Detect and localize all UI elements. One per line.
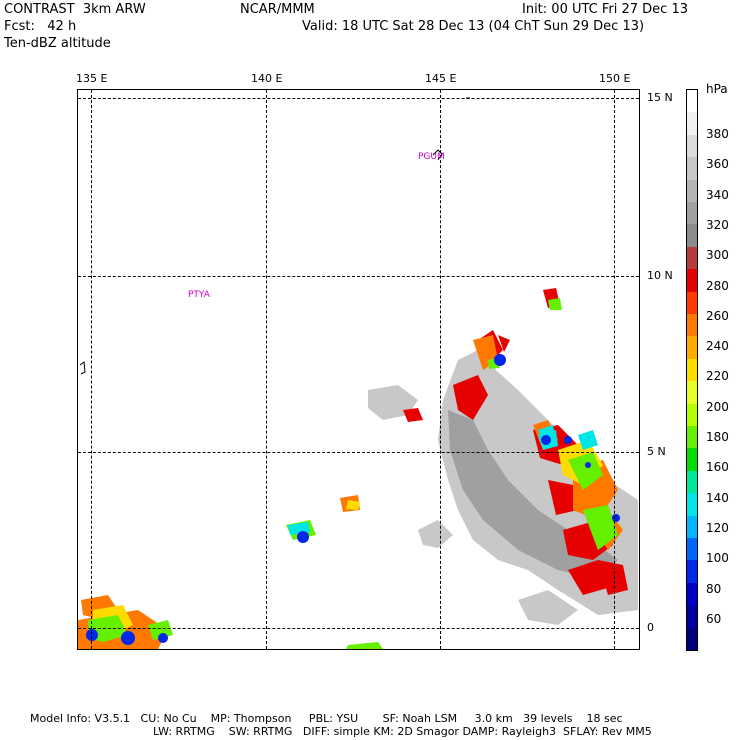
colorbar-tick-label: 160 <box>706 460 729 475</box>
valid-time: Valid: 18 UTC Sat 28 Dec 13 (04 ChT Sun … <box>302 19 645 34</box>
colorbar-tick-label: 320 <box>706 217 729 232</box>
grid-line-lat-10 <box>78 276 639 277</box>
colorbar-segment <box>687 112 697 136</box>
colorbar-segment <box>687 179 697 203</box>
grid-line-lat-5 <box>78 452 639 453</box>
lon-label-135: 135 E <box>76 72 108 85</box>
lat-label-5n: 5 N <box>647 445 666 458</box>
field-name: Ten-dBZ altitude <box>4 36 111 51</box>
colorbar-segment <box>687 381 697 405</box>
colorbar-segment <box>687 515 697 539</box>
colorbar-tick-label: 180 <box>706 430 729 444</box>
colorbar-tick-label: 300 <box>706 248 729 263</box>
grid-line-lat-0 <box>78 628 639 629</box>
colorbar-segment <box>687 605 697 629</box>
forecast-hour: Fcst: 42 h <box>4 19 77 34</box>
colorbar-tick-label: 140 <box>706 490 729 505</box>
colorbar-segment <box>687 560 697 584</box>
colorbar-segment <box>687 157 697 181</box>
lon-label-145: 145 E <box>425 72 457 85</box>
model-info-line2: LW: RRTMG SW: RRTMG DIFF: simple KM: 2D … <box>153 725 652 738</box>
grid-line-lon-150 <box>614 90 615 649</box>
colorbar-segment <box>687 224 697 248</box>
lon-label-140: 140 E <box>251 72 283 85</box>
colorbar-segment <box>687 448 697 472</box>
colorbar-segment <box>687 403 697 427</box>
colorbar-segment <box>687 134 697 158</box>
grid-line-lon-135 <box>91 90 92 649</box>
colorbar-tick-label: 120 <box>706 520 729 535</box>
colorbar-segment <box>687 314 697 337</box>
colorbar-tick-label: 280 <box>706 278 729 293</box>
colorbar-segment <box>687 358 697 382</box>
colorbar-unit: hPa <box>706 82 728 96</box>
grid-line-lon-140 <box>266 90 267 649</box>
colorbar-segment <box>687 269 697 293</box>
colorbar-segment <box>687 627 697 651</box>
grid-line-lon-145 <box>440 90 441 649</box>
colorbar-tick-label: 240 <box>706 339 729 354</box>
colorbar-segment <box>687 493 697 517</box>
colorbar-segment <box>687 538 697 561</box>
colorbar-tick-label: 60 <box>706 611 722 626</box>
colorbar-tick-label: 260 <box>706 308 729 323</box>
title-model: CONTRAST 3km ARW <box>4 2 146 17</box>
colorbar-segment <box>687 202 697 225</box>
grid-line-lat-15 <box>78 98 639 99</box>
model-info-line1: Model Info: V3.5.1 CU: No Cu MP: Thompso… <box>30 712 623 725</box>
colorbar-segment <box>687 291 697 315</box>
colorbar-segment <box>687 582 697 606</box>
organization: NCAR/MMM <box>240 2 315 17</box>
colorbar-segment <box>687 470 697 494</box>
colorbar-tick-label: 80 <box>706 581 722 596</box>
lon-label-150: 150 E <box>599 72 631 85</box>
colorbar-tick-label: 340 <box>706 187 729 202</box>
colorbar-segment <box>687 426 697 449</box>
colorbar-tick-label: 360 <box>706 157 729 172</box>
station-label-pgum: PGUM <box>418 152 445 162</box>
colorbar-segment <box>687 90 697 113</box>
radar-echo-field <box>78 97 638 649</box>
init-time: Init: 00 UTC Fri 27 Dec 13 <box>522 2 688 17</box>
lat-label-0: 0 <box>647 621 654 634</box>
station-label-ptya: PTYA <box>188 290 210 300</box>
colorbar-tick-label: 100 <box>706 551 729 566</box>
lat-label-10n: 10 N <box>647 269 673 282</box>
colorbar-tick-label: 380 <box>706 127 729 141</box>
colorbar-segment <box>687 246 697 270</box>
colorbar-tick-label: 220 <box>706 369 729 384</box>
colorbar <box>686 89 698 651</box>
map-panel: PGUM PTYA <box>77 89 640 650</box>
colorbar-segment <box>687 336 697 360</box>
colorbar-tick-label: 200 <box>706 399 729 414</box>
lat-label-15n: 15 N <box>647 91 673 104</box>
